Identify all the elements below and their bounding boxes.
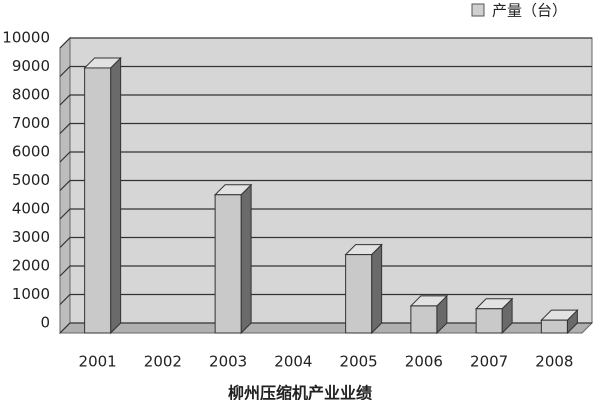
y-tick-label: 9000 [12, 57, 50, 75]
grid-line [59, 265, 592, 277]
x-tick-label: 2004 [274, 353, 312, 371]
y-tick-label: 0 [40, 314, 50, 332]
x-tick-label: 2003 [209, 353, 247, 371]
bar [410, 305, 438, 334]
legend-swatch [471, 3, 485, 17]
grid-line [59, 236, 592, 248]
bar [475, 308, 503, 334]
bar [345, 254, 373, 334]
y-tick-label: 3000 [12, 228, 50, 246]
y-tick-label: 5000 [12, 171, 50, 189]
y-tick-label: 10000 [2, 29, 50, 47]
grid-line [59, 179, 592, 191]
bar [214, 194, 242, 334]
y-tick-label: 1000 [12, 285, 50, 303]
y-tick-label: 6000 [12, 143, 50, 161]
bar-side [371, 243, 383, 335]
floor [58, 322, 594, 334]
grid-line [59, 151, 592, 163]
y-tick-label: 4000 [12, 200, 50, 218]
grid-line [59, 208, 592, 220]
x-tick-label: 2001 [79, 353, 117, 371]
x-tick-label: 2002 [144, 353, 182, 371]
y-tick-label: 2000 [12, 257, 50, 275]
legend-label: 产量（台） [492, 2, 567, 20]
bar-side [240, 183, 252, 335]
grid-line [59, 122, 592, 134]
bar [84, 67, 112, 334]
x-tick-label: 2005 [340, 353, 378, 371]
chart-title: 柳州压缩机产业业绩 [228, 384, 372, 401]
grid-line [59, 65, 592, 77]
grid-line [59, 37, 592, 49]
x-tick-label: 2007 [470, 353, 508, 371]
y-tick-label: 7000 [12, 114, 50, 132]
bar-side [110, 56, 122, 335]
grid-line [59, 293, 592, 305]
grid-line [59, 94, 592, 106]
x-tick-label: 2006 [405, 353, 443, 371]
bar [540, 319, 568, 334]
y-tick-label: 8000 [12, 86, 50, 104]
x-tick-label: 2008 [535, 353, 573, 371]
